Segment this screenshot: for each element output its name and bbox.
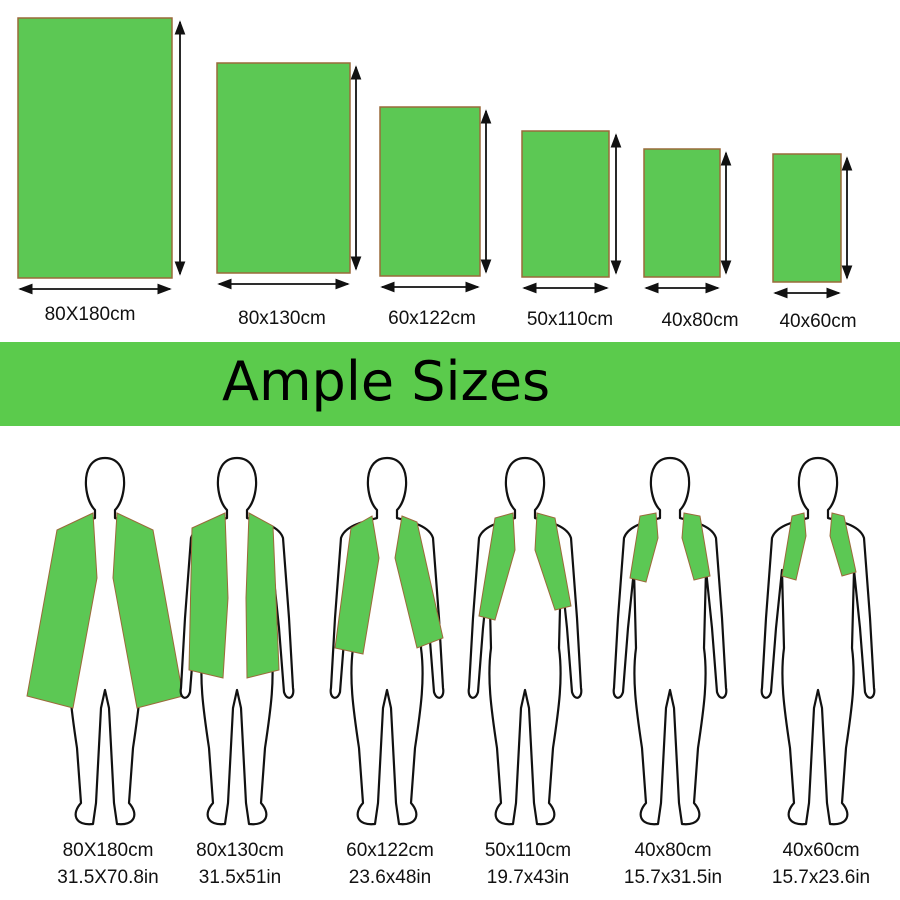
size-label: 40x60cm — [779, 311, 856, 332]
towel-size-4: 50x110cm — [521, 130, 622, 330]
figure-4: 50x110cm 19.7x43in — [467, 456, 583, 888]
size-label: 80x130cm — [238, 308, 326, 329]
person-silhouette-icon — [467, 456, 583, 826]
towel-rectangle — [643, 148, 721, 278]
towel-draped — [681, 512, 711, 581]
towel-draped — [534, 512, 572, 611]
towel-rectangle — [379, 106, 481, 277]
size-inch-label: 15.7x23.6in — [772, 867, 870, 888]
figure-6: 40x60cm 15.7x23.6in — [760, 456, 876, 888]
towel-size-5: 40x80cm — [643, 148, 739, 331]
towel-draped — [26, 512, 98, 709]
towel-rectangle — [216, 62, 351, 274]
size-cm-label: 40x80cm — [634, 840, 711, 861]
figure-2: 80x130cm 31.5x51in — [179, 456, 295, 888]
size-cm-label: 50x110cm — [485, 840, 571, 861]
towel-size-6: 40x60cm — [772, 153, 857, 332]
towel-draped — [394, 515, 444, 649]
towel-draped — [629, 512, 659, 583]
figure-3: 60x122cm 23.6x48in — [329, 456, 445, 888]
towel-draped — [781, 512, 807, 581]
size-inch-label: 15.7x31.5in — [624, 867, 722, 888]
towel-draped — [112, 512, 184, 709]
size-label: 40x80cm — [661, 310, 738, 331]
towel-size-1: 80X180cm — [17, 17, 186, 325]
size-label: 80X180cm — [45, 304, 136, 325]
person-silhouette-icon — [612, 456, 728, 826]
size-cm-label: 80x130cm — [196, 840, 284, 861]
person-silhouette-icon — [760, 456, 876, 826]
size-label: 50x110cm — [527, 309, 613, 330]
towel-draped — [188, 512, 229, 679]
size-inch-label: 19.7x43in — [487, 867, 569, 888]
towel-draped — [245, 512, 280, 679]
banner — [0, 342, 900, 426]
size-cm-label: 80X180cm — [63, 840, 154, 861]
towel-draped — [334, 515, 380, 655]
figure-1: 80X180cm 31.5X70.8in — [26, 456, 184, 888]
figure-5: 40x80cm 15.7x31.5in — [612, 456, 728, 888]
towel-size-3: 60x122cm — [379, 106, 492, 329]
size-inch-label: 31.5x51in — [199, 867, 281, 888]
towel-draped — [829, 512, 857, 577]
towel-rectangle — [17, 17, 173, 279]
size-cm-label: 60x122cm — [346, 840, 434, 861]
size-inch-label: 31.5X70.8in — [57, 867, 158, 888]
towel-size-2: 80x130cm — [216, 62, 362, 329]
size-inch-label: 23.6x48in — [349, 867, 431, 888]
size-label: 60x122cm — [388, 308, 476, 329]
towel-rectangle — [521, 130, 610, 278]
towel-draped — [478, 512, 516, 621]
banner-title: Ample Sizes — [222, 350, 550, 413]
size-cm-label: 40x60cm — [782, 840, 859, 861]
towel-rectangle — [772, 153, 842, 283]
